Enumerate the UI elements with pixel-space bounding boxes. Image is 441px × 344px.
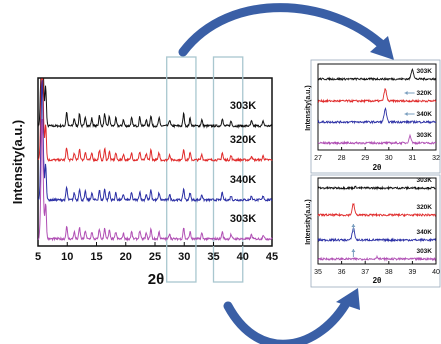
inset1-series-label-4: 303K <box>416 132 432 139</box>
main-series-label-2: 320K <box>230 134 256 146</box>
main-xtick-6: 35 <box>207 251 219 263</box>
main-series-4 <box>37 118 273 242</box>
inset2-shift-arrowhead-1 <box>351 224 356 227</box>
curved-arrow-top-head <box>370 36 394 60</box>
main-series-label-1: 303K <box>230 100 256 112</box>
inset2-series-label-2: 320K <box>416 204 432 211</box>
main-series-3 <box>38 80 273 203</box>
inset1-xtick-4: 31 <box>409 155 417 162</box>
highlight-box-2 <box>212 56 244 283</box>
inset1-shift-arrowhead-1 <box>404 91 408 95</box>
inset2-xtick-2: 37 <box>361 269 369 276</box>
inset1-series-1 <box>317 67 437 82</box>
inset2-series-label-4: 303K <box>416 248 432 255</box>
inset1-xlabel: 2θ <box>373 163 382 172</box>
inset1-xtick-3: 30 <box>385 155 393 162</box>
inset1-shift-arrowhead-2 <box>404 112 408 116</box>
main-xtick-1: 10 <box>61 251 73 263</box>
curved-arrow-top <box>178 3 387 57</box>
inset2-outer-border <box>310 174 441 288</box>
main-series-label-4: 303K <box>230 213 256 225</box>
main-xtick-5: 30 <box>178 251 190 263</box>
inset1-xtick-1: 28 <box>338 155 346 162</box>
inset2-series-4 <box>317 254 436 262</box>
inset2-xtick-0: 35 <box>314 269 322 276</box>
main-series-label-3: 340K <box>230 174 256 186</box>
inset1-series-4 <box>318 133 436 146</box>
main-series-2 <box>37 78 273 163</box>
inset2-series-label-1: 303K <box>416 177 432 184</box>
main-xtick-3: 20 <box>120 251 132 263</box>
inset1-xtick-2: 29 <box>361 155 369 162</box>
inset1-ylabel: Intensity(a.u.) <box>305 85 312 131</box>
curved-arrow-bottom <box>223 295 353 344</box>
inset2-xtick-4: 39 <box>409 269 417 276</box>
inset1-series-2 <box>317 88 437 104</box>
main-chart: 5 10 15 20 25 30 35 40 45 303K 320K 340K 303K Inten… <box>10 56 278 288</box>
inset1-xtick-0: 27 <box>314 155 322 162</box>
highlight-box-1 <box>166 56 197 283</box>
inset2-xlabel: 2θ <box>373 276 382 285</box>
inset2-shift-arrowhead-2 <box>351 249 356 252</box>
inset1-outer-border <box>310 59 441 174</box>
main-xtick-7: 40 <box>237 251 249 263</box>
main-ylabel: Intensity(a.u.) <box>10 120 25 205</box>
inset-chart-35-40: 35 36 37 38 39 40 303K 320K 340K 303K Intensity(… <box>305 174 441 288</box>
curved-arrow-bottom-head <box>336 288 360 310</box>
inset2-xtick-1: 36 <box>338 269 346 276</box>
inset2-ylabel: Intensity(a.u.) <box>305 199 312 245</box>
inset2-xtick-5: 40 <box>432 269 440 276</box>
inset1-xtick-5: 32 <box>432 155 440 162</box>
main-xtick-0: 5 <box>35 251 41 263</box>
inset2-series-3 <box>317 227 436 243</box>
main-xlabel: 2θ <box>148 271 164 288</box>
main-xtick-8: 45 <box>266 251 278 263</box>
inset1-series-label-1: 303K <box>416 68 432 75</box>
inset1-series-label-3: 340K <box>416 111 432 118</box>
inset2-plot-frame <box>317 177 437 265</box>
inset-chart-27-32: 27 28 29 30 31 32 303K 320K 340K 303K Intensity(… <box>305 59 441 174</box>
inset2-xtick-3: 38 <box>385 269 393 276</box>
inset2-series-1 <box>317 185 436 191</box>
main-xtick-4: 25 <box>149 251 161 263</box>
main-series-1 <box>37 78 273 129</box>
inset2-series-label-3: 340K <box>416 229 432 236</box>
inset1-plot-frame <box>317 63 437 151</box>
inset2-series-2 <box>317 202 436 218</box>
inset1-series-3 <box>317 107 437 125</box>
inset1-series-label-2: 320K <box>416 90 432 97</box>
main-xtick-2: 15 <box>90 251 102 263</box>
